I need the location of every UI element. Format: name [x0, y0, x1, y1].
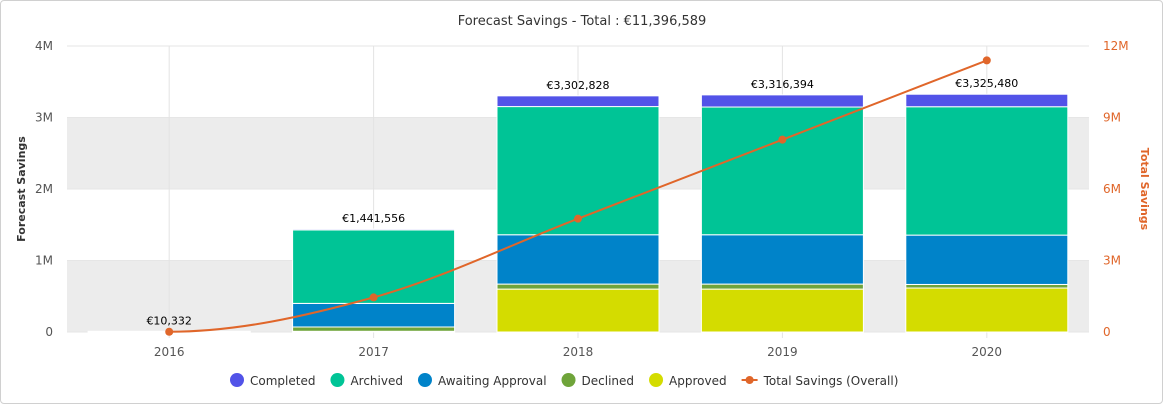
x-tick-label: 2017 — [358, 345, 389, 359]
bar-segment-declined — [905, 283, 1069, 289]
total-savings-point — [982, 56, 991, 65]
legend-marker — [561, 373, 576, 387]
bar-segment-archived — [700, 106, 864, 236]
legend-marker — [330, 373, 345, 387]
total-savings-point — [369, 293, 378, 302]
legend-label: Awaiting Approval — [438, 374, 547, 388]
x-tick-label: 2016 — [154, 345, 185, 359]
x-tick-label: 2020 — [972, 345, 1003, 359]
bar-segment-awaiting-approval — [700, 234, 864, 285]
bar-segment-completed — [496, 95, 660, 108]
y-tick-label: 3M — [35, 111, 53, 125]
bar-segment-awaiting-approval — [496, 234, 660, 285]
bar-segment-archived — [292, 229, 456, 304]
legend-label: Approved — [669, 374, 727, 388]
bar-segment-declined — [700, 283, 864, 290]
bar-segment-approved — [905, 287, 1069, 333]
legend-label: Completed — [250, 374, 315, 388]
bar-segment-archived — [905, 106, 1069, 236]
y-tick-label: 1M — [35, 254, 53, 268]
bar-segment-declined — [292, 326, 456, 332]
legend-marker — [649, 373, 664, 387]
legend-item-declined[interactable]: Declined — [561, 373, 635, 388]
y2-tick-label: 0 — [1103, 325, 1111, 339]
bar-segment-completed — [700, 94, 864, 108]
legend-item-approved[interactable]: Approved — [649, 373, 727, 388]
bar-segment-awaiting-approval — [292, 302, 456, 328]
y-tick-label: 4M — [35, 39, 53, 53]
data-label: €3,316,394 — [751, 78, 814, 91]
chart-title: Forecast Savings - Total : €11,396,589 — [458, 14, 707, 29]
y2-tick-label: 3M — [1103, 254, 1121, 268]
bar-segment-completed — [292, 228, 456, 231]
y2-tick-label: 6M — [1103, 182, 1121, 196]
legend-label: Archived — [350, 374, 403, 388]
legend-item-completed[interactable]: Completed — [230, 373, 315, 388]
legend-item-awaiting-approval[interactable]: Awaiting Approval — [417, 373, 547, 388]
bar-segment-archived — [496, 106, 660, 236]
total-savings-point — [165, 327, 174, 336]
bar-segment-approved — [700, 288, 864, 333]
y-tick-label: 0 — [45, 325, 53, 339]
legend-marker — [417, 373, 432, 387]
data-label: €3,325,480 — [955, 77, 1018, 90]
y2-tick-label: 12M — [1103, 39, 1129, 53]
y-tick-label: 2M — [35, 182, 53, 196]
y2-axis-title: Total Savings — [1138, 148, 1151, 231]
y2-tick-label: 9M — [1103, 111, 1121, 125]
data-label: €3,302,828 — [547, 79, 610, 92]
data-label: €1,441,556 — [342, 212, 405, 225]
total-savings-point — [574, 214, 582, 223]
legend-item-archived[interactable]: Archived — [330, 373, 403, 388]
x-tick-label: 2019 — [767, 345, 798, 359]
y-axis-title: Forecast Savings — [15, 136, 28, 242]
legend-marker — [230, 373, 244, 387]
bar-segment-awaiting-approval — [905, 234, 1069, 285]
bar-segment-completed — [905, 93, 1069, 108]
legend-label: Declined — [582, 374, 635, 388]
legend-point-marker — [745, 376, 754, 384]
legend-label: Total Savings (Overall) — [763, 374, 899, 388]
total-savings-point — [778, 135, 787, 144]
data-label: €10,332 — [146, 314, 192, 327]
legend-item-total-savings[interactable]: Total Savings (Overall) — [741, 374, 899, 388]
x-tick-label: 2018 — [563, 345, 594, 359]
bar-segment-approved — [496, 288, 660, 333]
bar-segment-declined — [496, 283, 660, 290]
